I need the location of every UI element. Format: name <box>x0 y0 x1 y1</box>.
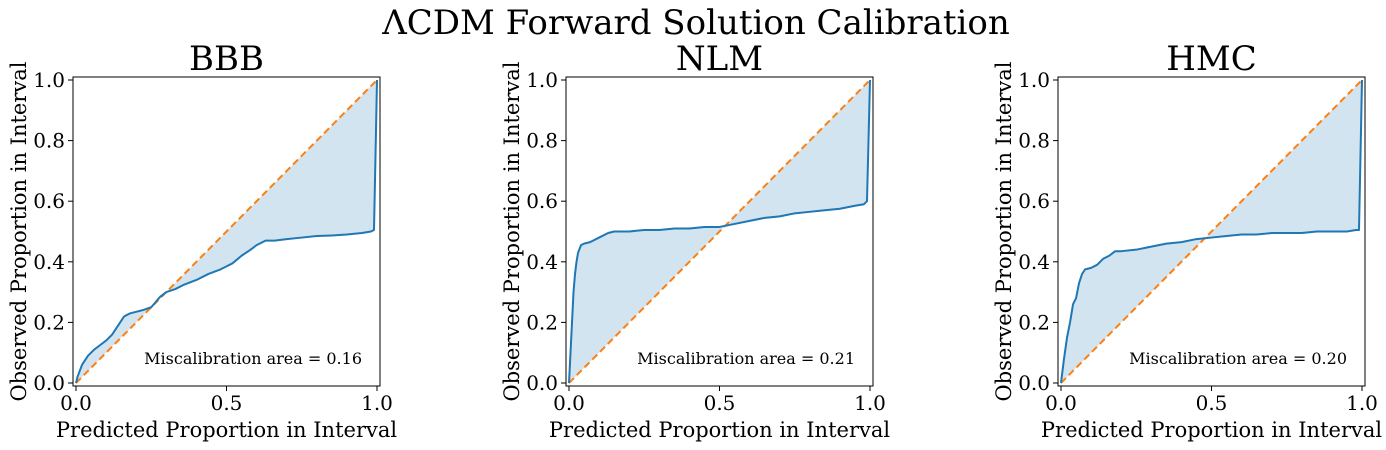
x-axis-label: Predicted Proportion in Interval <box>1041 418 1382 442</box>
y-tick-label: 0.0 <box>526 371 558 395</box>
y-axis-label: Observed Proportion in Interval <box>500 61 524 401</box>
ideal-calibration-line <box>568 79 871 384</box>
ideal-calibration-line <box>1060 79 1363 384</box>
y-tick-label: 0.6 <box>526 189 558 213</box>
calibration-curve <box>1060 79 1363 384</box>
y-axis-label: Observed Proportion in Interval <box>992 61 1016 401</box>
x-tick-label: 0.5 <box>1196 391 1228 415</box>
miscalibration-annotation: Miscalibration area = 0.16 <box>144 349 362 368</box>
x-tick-label: 1.0 <box>361 391 393 415</box>
y-tick-label: 0.0 <box>33 371 65 395</box>
panel-bbb: 0.0 0.5 1.0 0.0 0.2 0.4 0.6 0.8 1.0 BBB Predicted … <box>7 39 397 442</box>
miscalibration-annotation: Miscalibration area = 0.20 <box>1129 349 1347 368</box>
x-tick-label: 1.0 <box>1346 391 1378 415</box>
y-tick-label: 0.2 <box>33 310 65 334</box>
y-tick-label: 0.4 <box>1018 250 1050 274</box>
calibration-curve <box>568 79 871 384</box>
y-tick-label: 0.8 <box>526 129 558 153</box>
y-tick-label: 0.0 <box>1018 371 1050 395</box>
y-tick-label: 0.4 <box>33 250 65 274</box>
calibration-curve <box>75 79 378 384</box>
panel-title: HMC <box>1166 39 1256 79</box>
x-tick-label: 0.5 <box>704 391 736 415</box>
y-tick-label: 0.8 <box>33 129 65 153</box>
x-axis-label: Predicted Proportion in Interval <box>549 418 890 442</box>
panel-hmc: 0.0 0.5 1.0 0.0 0.2 0.4 0.6 0.8 1.0 HMC Predicted … <box>992 39 1382 442</box>
y-tick-label: 0.2 <box>526 310 558 334</box>
x-tick-label: 0.5 <box>211 391 243 415</box>
y-tick-label: 0.8 <box>1018 129 1050 153</box>
x-tick-label: 0.0 <box>1045 391 1077 415</box>
panel-nlm: 0.0 0.5 1.0 0.0 0.2 0.4 0.6 0.8 1.0 NLM Predicted … <box>500 39 890 442</box>
x-axis-label: Predicted Proportion in Interval <box>56 418 397 442</box>
x-tick-label: 0.0 <box>553 391 585 415</box>
miscalibration-annotation: Miscalibration area = 0.21 <box>637 349 855 368</box>
y-axis-label: Observed Proportion in Interval <box>7 61 31 401</box>
y-tick-label: 0.6 <box>33 189 65 213</box>
y-tick-label: 0.4 <box>526 250 558 274</box>
figure-suptitle: ΛCDM Forward Solution Calibration <box>381 3 1010 43</box>
x-tick-label: 1.0 <box>854 391 886 415</box>
y-tick-label: 0.2 <box>1018 310 1050 334</box>
y-tick-label: 1.0 <box>33 68 65 92</box>
x-tick-label: 0.0 <box>60 391 92 415</box>
ideal-calibration-line <box>75 79 378 384</box>
y-tick-label: 0.6 <box>1018 189 1050 213</box>
panel-title: BBB <box>189 39 264 79</box>
panel-title: NLM <box>676 39 763 79</box>
y-tick-label: 1.0 <box>1018 68 1050 92</box>
y-tick-label: 1.0 <box>526 68 558 92</box>
